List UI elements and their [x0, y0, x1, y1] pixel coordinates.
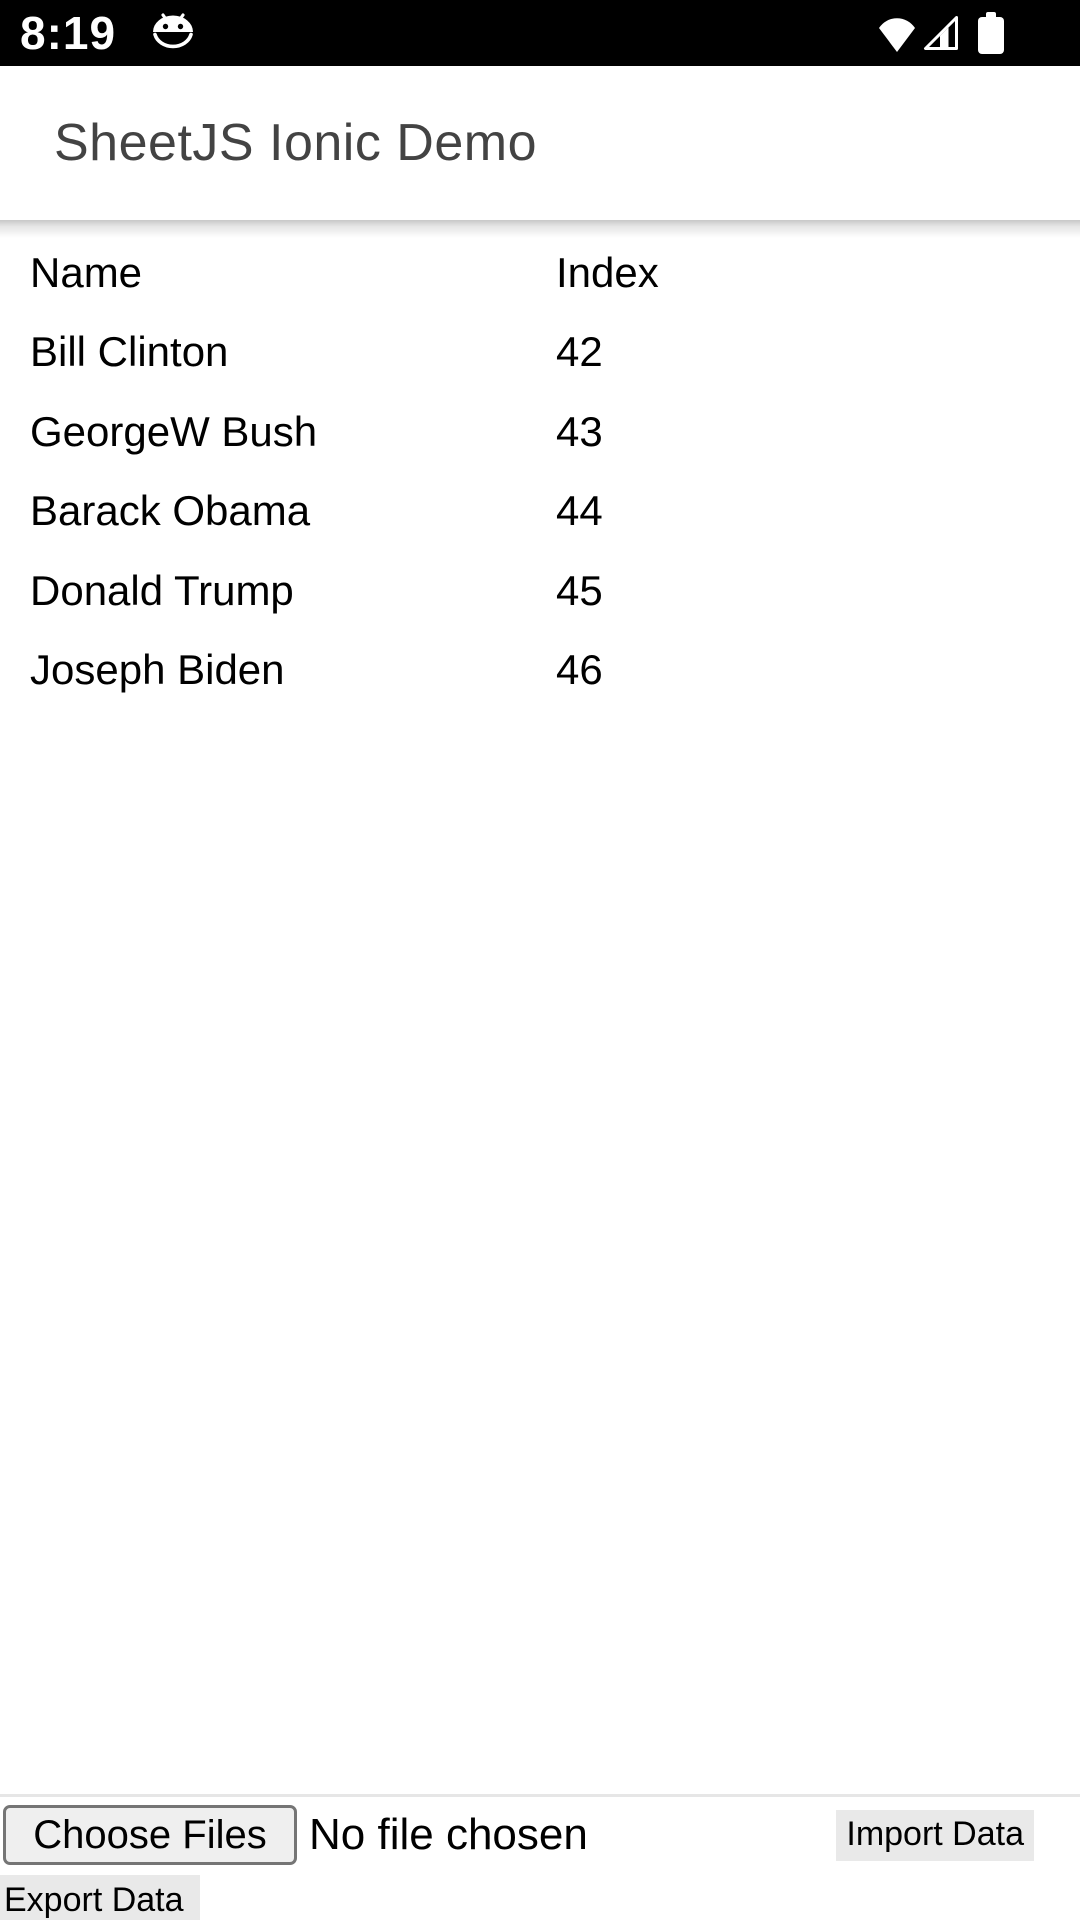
- cell-name: Donald Trump: [30, 566, 294, 614]
- table-body: Bill Clinton 42 GeorgeW Bush 43 Barack O…: [0, 313, 1080, 711]
- import-data-button[interactable]: Import Data: [836, 1809, 1034, 1861]
- footer-divider: [0, 1794, 1080, 1797]
- cell-name: Bill Clinton: [30, 328, 229, 376]
- page-title: SheetJS Ionic Demo: [54, 114, 538, 172]
- column-header-index: Index: [556, 248, 659, 296]
- table-head: Name Index: [0, 233, 1080, 313]
- status-right-icons: [876, 12, 1080, 54]
- cell-index: 43: [556, 407, 603, 455]
- toolbar-shadow: [0, 220, 1080, 238]
- header-toolbar: SheetJS Ionic Demo: [0, 66, 1080, 220]
- cell-index: 44: [556, 487, 603, 535]
- droid-notification-icon: [150, 13, 196, 53]
- cell-name: Joseph Biden: [30, 646, 285, 694]
- wifi-icon: [879, 18, 915, 53]
- file-status-text: No file chosen: [309, 1810, 588, 1859]
- cell-name: Barack Obama: [30, 487, 311, 535]
- cell-index: 42: [556, 328, 603, 376]
- cellular-signal-icon: [924, 16, 958, 50]
- cell-index: 45: [556, 566, 603, 614]
- table-row: Joseph Biden 46: [0, 631, 1080, 711]
- file-input[interactable]: Choose Files No file chosen Import Data: [0, 1797, 1080, 1873]
- status-bar: 8:19: [0, 0, 1080, 66]
- presidents-table: Name Index Bill Clinton 42 GeorgeW Bush …: [0, 233, 1080, 710]
- table-row: Bill Clinton 42: [0, 313, 1080, 393]
- status-time: 8:19: [20, 7, 117, 59]
- battery-icon: [978, 12, 1004, 54]
- table-row: Barack Obama 44: [0, 472, 1080, 552]
- choose-files-button[interactable]: Choose Files: [3, 1805, 297, 1865]
- cell-index: 46: [556, 646, 603, 694]
- table-row: Donald Trump 45: [0, 551, 1080, 631]
- cell-name: GeorgeW Bush: [30, 407, 318, 455]
- table-header-row: Name Index: [0, 233, 1080, 313]
- table-row: GeorgeW Bush 43: [0, 392, 1080, 472]
- export-data-button[interactable]: Export Data: [0, 1875, 200, 1920]
- column-header-name: Name: [30, 248, 143, 296]
